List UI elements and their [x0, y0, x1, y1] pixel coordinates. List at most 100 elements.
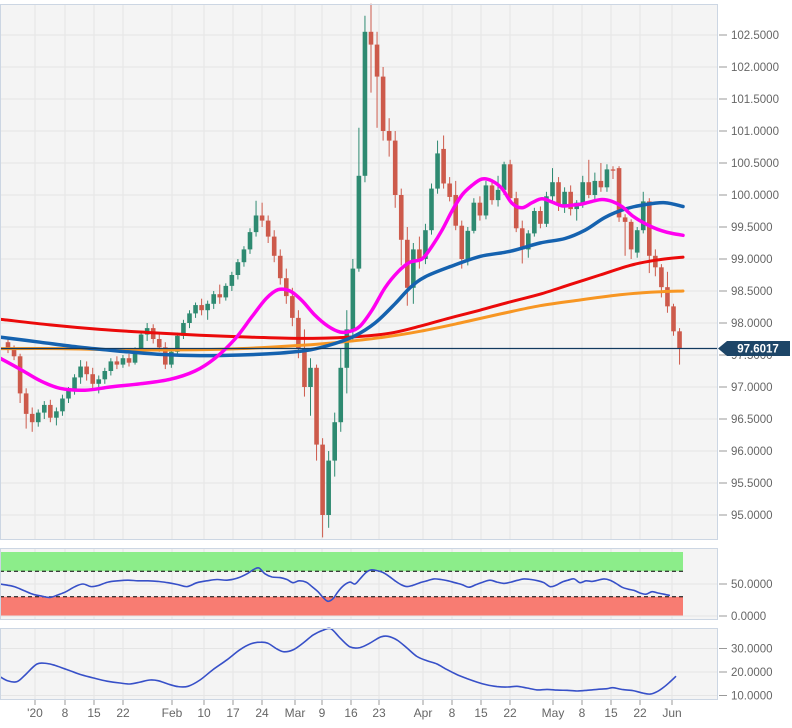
- candle-up: [326, 460, 331, 515]
- candle-down: [314, 367, 319, 445]
- panel-border-oscillator-lower: [0, 628, 718, 700]
- candle-down: [598, 180, 604, 188]
- candle-up: [592, 180, 598, 195]
- plot-area-oscillator-lower[interactable]: [0, 628, 718, 700]
- candle-down: [647, 201, 652, 256]
- candle-down: [199, 305, 204, 311]
- svg-text:101.5000: 101.5000: [731, 94, 779, 106]
- current-price-tag: 97.6017: [718, 340, 790, 356]
- ma-orange: [0, 289, 685, 352]
- svg-text:23: 23: [372, 706, 386, 720]
- candle-up: [501, 164, 507, 190]
- candle-down: [17, 356, 23, 394]
- svg-text:99.0000: 99.0000: [731, 254, 773, 266]
- candle-down: [671, 306, 676, 332]
- candle-down: [259, 215, 265, 221]
- candle-down: [665, 287, 670, 307]
- candle-up: [429, 188, 434, 231]
- svg-text:15: 15: [474, 706, 488, 720]
- candle-down: [84, 366, 89, 375]
- candle-down: [616, 168, 622, 218]
- candle-up: [423, 230, 428, 259]
- svg-text:100.0000: 100.0000: [731, 190, 779, 202]
- svg-text:98.0000: 98.0000: [731, 318, 773, 330]
- candle-up: [495, 189, 501, 201]
- svg-text:Mar: Mar: [285, 706, 306, 720]
- svg-text:17: 17: [226, 706, 240, 720]
- candle-down: [677, 331, 682, 349]
- svg-text:20.0000: 20.0000: [731, 667, 773, 679]
- candle-down: [628, 221, 634, 250]
- candle-down: [156, 339, 162, 348]
- candle-up: [411, 249, 416, 288]
- candle-down: [556, 182, 561, 205]
- candle-up: [42, 404, 47, 413]
- candle-down: [90, 374, 95, 384]
- candle-up: [362, 31, 368, 176]
- candle-down: [114, 361, 120, 365]
- candle-up: [66, 390, 71, 399]
- candle-up: [229, 275, 235, 286]
- candle-down: [29, 413, 35, 423]
- candle-down: [271, 236, 277, 256]
- svg-text:10: 10: [197, 706, 211, 720]
- candle-up: [544, 196, 549, 224]
- candle-down: [284, 278, 289, 297]
- oscillator-lower-axis: 30.0000 20.0000 10.0000: [0, 644, 773, 703]
- vertical-gridlines-oscillator-lower: [34, 628, 673, 700]
- overbought-band: [0, 552, 683, 572]
- candle-up: [132, 349, 138, 363]
- svg-text:98.5000: 98.5000: [731, 286, 773, 298]
- candle-up: [187, 313, 192, 323]
- candle-down: [368, 31, 374, 45]
- candle-down: [296, 317, 301, 349]
- candle-up: [308, 367, 313, 387]
- svg-text:96.5000: 96.5000: [731, 414, 773, 426]
- candle-down: [126, 358, 132, 363]
- candle-down: [320, 444, 325, 515]
- candle-down: [568, 191, 573, 210]
- candle-up: [120, 358, 126, 365]
- svg-text:10.0000: 10.0000: [731, 691, 773, 703]
- candle-up: [241, 249, 247, 263]
- candle-up: [72, 377, 77, 391]
- candle-up: [181, 323, 186, 336]
- svg-text:101.0000: 101.0000: [731, 126, 779, 138]
- svg-text:95.0000: 95.0000: [731, 510, 773, 522]
- svg-text:Apr: Apr: [414, 706, 433, 720]
- candle-up: [35, 412, 41, 423]
- candle-up: [580, 182, 586, 203]
- candle-down: [23, 393, 29, 414]
- svg-text:96.0000: 96.0000: [731, 446, 773, 458]
- candle-up: [78, 366, 83, 378]
- candle-down: [11, 348, 17, 357]
- svg-text:15: 15: [87, 706, 101, 720]
- candle-down: [380, 76, 386, 131]
- candle-down: [217, 294, 223, 298]
- ma-red: [0, 255, 685, 340]
- candle-up: [108, 361, 114, 371]
- svg-text:24: 24: [255, 706, 269, 720]
- candle-down: [477, 202, 483, 216]
- candle-up: [550, 182, 555, 197]
- candle-up: [253, 215, 259, 233]
- ma-magenta: [0, 177, 685, 392]
- candle-up: [562, 191, 567, 205]
- candle-up: [54, 411, 59, 418]
- candle-down: [302, 348, 307, 387]
- svg-text:16: 16: [344, 706, 358, 720]
- oscillator-bands: 50.0000 0.0000: [0, 552, 773, 623]
- svg-text:Feb: Feb: [162, 706, 183, 720]
- current-price-value: 97.6017: [737, 343, 779, 355]
- svg-text:15: 15: [604, 706, 618, 720]
- oscillator-lower-line: [0, 627, 677, 695]
- candle-up: [483, 185, 489, 216]
- candle-down: [622, 217, 628, 222]
- candle-down: [386, 131, 392, 141]
- svg-text:Jun: Jun: [662, 706, 681, 720]
- candle-down: [290, 296, 295, 318]
- panel-border-oscillator-upper: [0, 548, 718, 620]
- candle-down: [538, 211, 543, 224]
- candle-down: [453, 195, 458, 226]
